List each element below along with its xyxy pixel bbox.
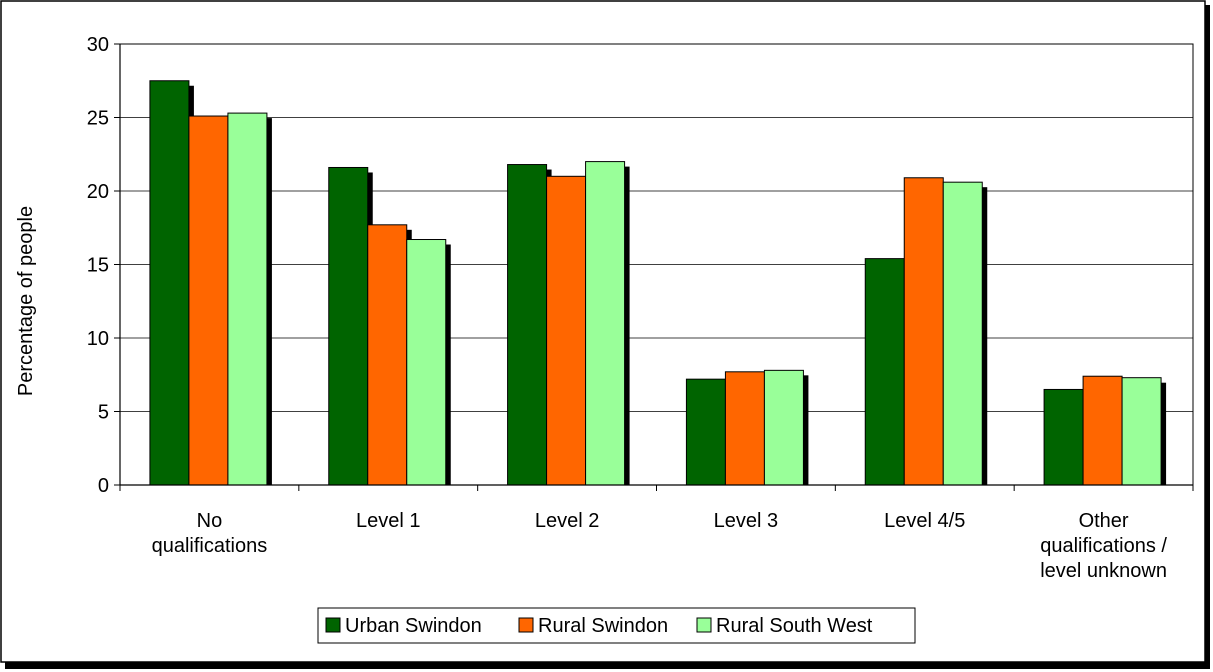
y-tick-label: 20 bbox=[87, 181, 109, 203]
bar-rural-swindon bbox=[188, 115, 229, 486]
legend-label: Urban Swindon bbox=[345, 615, 482, 637]
y-tick-label: 10 bbox=[87, 328, 109, 350]
legend: Urban Swindon Rural Swindon Rural South We… bbox=[317, 607, 916, 644]
x-tick-label: qualifications / bbox=[1040, 535, 1167, 557]
x-tick-label: qualifications bbox=[152, 535, 268, 557]
x-tick-labels: No qualifications Level 1 Level 2 Level 3 Lev… bbox=[152, 510, 1168, 582]
legend-label: Rural Swindon bbox=[538, 615, 668, 637]
y-tick-label: 15 bbox=[87, 255, 109, 277]
bar-rural-south-west bbox=[763, 369, 804, 486]
bar-urban-swindon bbox=[864, 258, 905, 486]
bar-rural-swindon bbox=[1082, 375, 1123, 486]
legend-swatch bbox=[325, 617, 341, 633]
bars bbox=[149, 80, 1167, 486]
legend-swatch bbox=[696, 617, 712, 633]
x-tick-label: Level 1 bbox=[356, 510, 421, 532]
bar-urban-swindon bbox=[149, 80, 190, 486]
bar-urban-swindon bbox=[328, 166, 369, 486]
y-tick-label: 5 bbox=[98, 402, 109, 424]
x-tick-label: Level 3 bbox=[714, 510, 779, 532]
bar-rural-swindon bbox=[724, 371, 765, 486]
bar-rural-south-west bbox=[1121, 377, 1162, 486]
bar-rural-south-west bbox=[585, 161, 626, 486]
x-tick-label: level unknown bbox=[1040, 560, 1167, 582]
x-tick-label: No bbox=[197, 510, 223, 532]
y-tick-label: 0 bbox=[98, 475, 109, 497]
bar-rural-south-west bbox=[227, 112, 268, 486]
axes bbox=[114, 43, 1194, 491]
y-tick-label: 25 bbox=[87, 108, 109, 130]
bar-urban-swindon bbox=[507, 164, 548, 486]
bar-urban-swindon bbox=[685, 378, 726, 486]
bar-rural-south-west bbox=[942, 181, 983, 486]
y-tick-label: 30 bbox=[87, 34, 109, 56]
y-axis-label: Percentage of people bbox=[15, 206, 37, 396]
legend-label: Rural South West bbox=[716, 615, 873, 637]
bar-urban-swindon bbox=[1043, 388, 1084, 486]
legend-box bbox=[317, 607, 916, 644]
bar-rural-swindon bbox=[903, 177, 944, 486]
y-tick-labels: 0 5 10 15 20 25 30 bbox=[87, 34, 109, 497]
bar-rural-swindon bbox=[367, 224, 408, 486]
bar-rural-south-west bbox=[406, 239, 447, 486]
x-tick-label: Level 2 bbox=[535, 510, 600, 532]
bar-rural-swindon bbox=[546, 175, 587, 486]
legend-swatch bbox=[518, 617, 534, 633]
x-tick-label: Other bbox=[1079, 510, 1129, 532]
x-tick-label: Level 4/5 bbox=[884, 510, 965, 532]
